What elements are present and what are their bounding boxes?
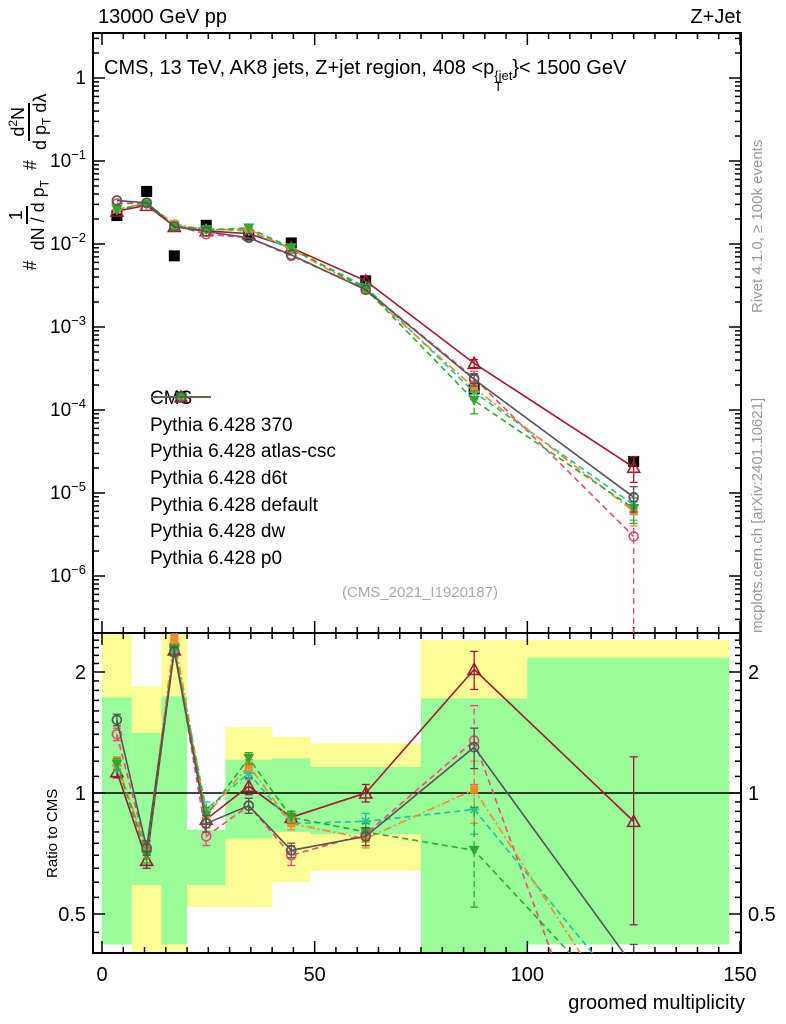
ylabel-hash2: #: [19, 159, 40, 170]
series-pythia-6-428-p0: [111, 195, 639, 513]
x-axis-label: groomed multiplicity: [568, 992, 745, 1014]
axis-ticks: [93, 33, 741, 953]
legend: CMS Pythia 6.428 370 Pythia 6.428 atlas-cs…: [150, 386, 336, 572]
svg-text:10−6: 10−6: [50, 562, 86, 587]
svg-text:10−5: 10−5: [50, 479, 86, 504]
legend-label: Pythia 6.428 370: [150, 414, 293, 436]
site-watermark: mcplots.cern.ch [arXiv:2401.10621]: [749, 397, 766, 633]
ratio-y-axis-label: Ratio to CMS: [44, 788, 61, 878]
process-label: Z+Jet: [690, 6, 741, 28]
title-pre: CMS, 13 TeV, AK8 jets, Z+jet region, 408…: [104, 57, 495, 79]
legend-item-pythia-6-428-dw: Pythia 6.428 dw: [150, 392, 336, 546]
main-plot-title: CMS, 13 TeV, AK8 jets, Z+jet region, 408…: [104, 57, 627, 94]
legend-item-pythia-6-428-default: Pythia 6.428 default: [150, 393, 336, 519]
svg-text:10−4: 10−4: [50, 396, 86, 421]
legend-label: Pythia 6.428 dw: [150, 521, 286, 543]
svg-text:1: 1: [75, 783, 86, 805]
ylabel-fraction-1: 1 dN / d pT: [5, 180, 52, 251]
svg-text:2: 2: [748, 662, 759, 684]
svg-text:100: 100: [511, 964, 544, 986]
svg-text:0.5: 0.5: [58, 904, 86, 926]
legend-label: Pythia 6.428 p0: [150, 547, 283, 569]
legend-item-pythia-6-428-p0: Pythia 6.428 p0: [150, 391, 336, 573]
legend-item-pythia-6-428-atlas-csc: Pythia 6.428 atlas-csc: [150, 391, 336, 466]
legend-item-pythia-6-428-d6t: Pythia 6.428 d6t: [150, 392, 336, 493]
beam-energy-label: 13000 GeV pp: [98, 6, 227, 28]
series-pythia-6-428-p0: [111, 646, 638, 953]
svg-text:1: 1: [75, 68, 86, 89]
title-post: }< 1500 GeV: [512, 57, 627, 79]
spectrum-series: [109, 185, 642, 633]
analysis-reference: (CMS_2021_I1920187): [342, 584, 498, 601]
svg-text:10−3: 10−3: [50, 313, 86, 338]
ratio-series: [109, 633, 642, 953]
svg-text:2: 2: [75, 662, 86, 684]
ylabel-hash1: #: [19, 260, 40, 271]
legend-marker-circle-open: [151, 391, 211, 403]
svg-text:10−1: 10−1: [50, 147, 86, 172]
generator-watermark: Rivet 4.1.0, ≥ 100k events: [749, 139, 766, 313]
legend-label: Pythia 6.428 d6t: [150, 468, 288, 490]
svg-text:0: 0: [96, 964, 107, 986]
legend-item-pythia-6-428-370: Pythia 6.428 370: [150, 389, 336, 440]
svg-text:150: 150: [723, 964, 756, 986]
svg-text:1: 1: [748, 783, 759, 805]
svg-text:50: 50: [304, 964, 326, 986]
legend-label: Pythia 6.428 atlas-csc: [150, 441, 336, 463]
svg-text:10−2: 10−2: [50, 230, 86, 255]
svg-text:0.5: 0.5: [748, 904, 776, 926]
ylabel-fraction-2: d2N d pT dλ: [3, 94, 57, 150]
legend-label: Pythia 6.428 default: [150, 494, 318, 516]
title-supsub: {jet T: [494, 68, 513, 94]
main-y-axis-label: # 1 dN / d pT # d2N d pT dλ: [0, 12, 62, 352]
tick-labels: 1 10−1 10−2 10−3 10−4 10−5 10−6 2 2 1 1 0.5 0.5 0 50 10…: [50, 68, 776, 986]
